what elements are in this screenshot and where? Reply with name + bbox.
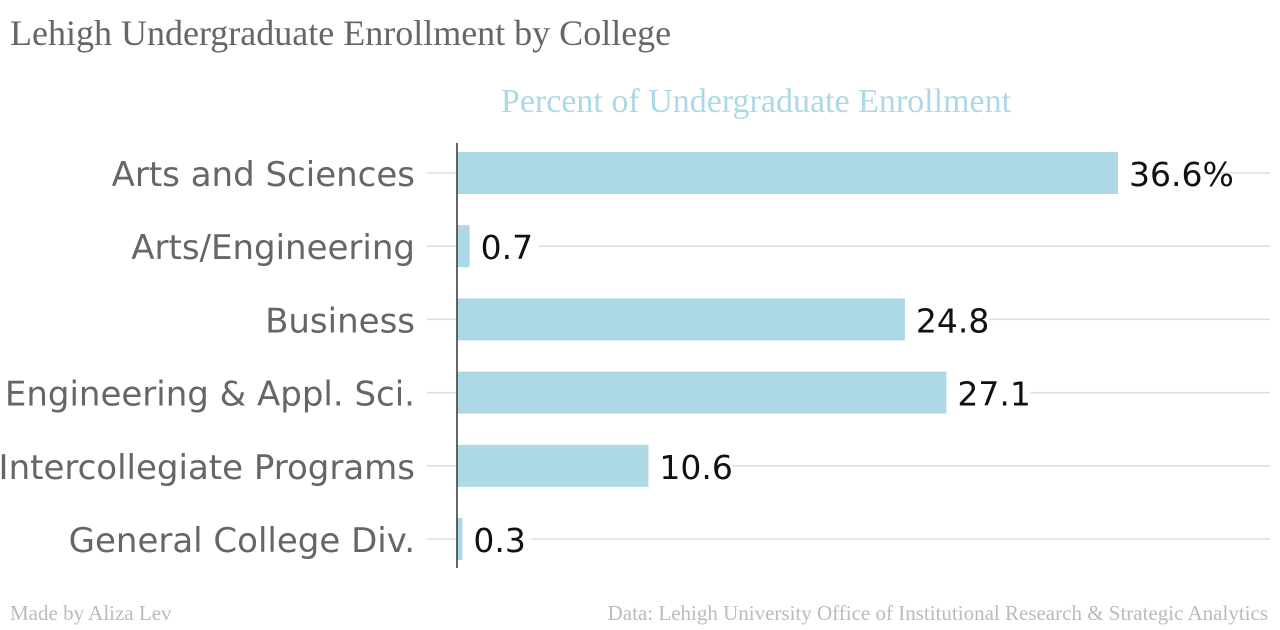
value-label: 10.6	[659, 448, 732, 487]
category-label: General College Div.	[69, 521, 415, 561]
category-label: Arts and Sciences	[112, 155, 415, 195]
value-label: 24.8	[916, 301, 989, 340]
value-label: 27.1	[957, 375, 1030, 414]
bar	[457, 444, 649, 487]
bar	[457, 371, 947, 414]
bar	[457, 298, 905, 341]
category-label: Business	[265, 301, 415, 341]
value-label: 36.6%	[1129, 155, 1234, 194]
category-label: Arts/Engineering	[131, 228, 415, 268]
bar	[457, 152, 1118, 194]
value-labels: 36.6% 0.7 24.8 27.1 10.6 0.3	[473, 155, 1233, 560]
chart-subtitle: Percent of Undergraduate Enrollment	[501, 83, 1012, 120]
bars	[457, 152, 1118, 560]
gridlines	[427, 172, 1270, 540]
chart-title: Lehigh Undergraduate Enrollment by Colle…	[10, 13, 672, 53]
category-label: Intercollegiate Programs	[0, 448, 415, 488]
credit-text: Made by Aliza Lev	[10, 601, 172, 625]
value-label: 0.7	[481, 228, 533, 267]
category-label: Engineering & Appl. Sci.	[5, 375, 415, 415]
category-labels: Arts and Sciences Arts/Engineering Busines…	[0, 155, 415, 561]
value-label: 0.3	[473, 521, 525, 560]
bar	[457, 518, 463, 560]
bar	[457, 225, 470, 268]
source-text: Data: Lehigh University Office of Instit…	[607, 601, 1268, 625]
